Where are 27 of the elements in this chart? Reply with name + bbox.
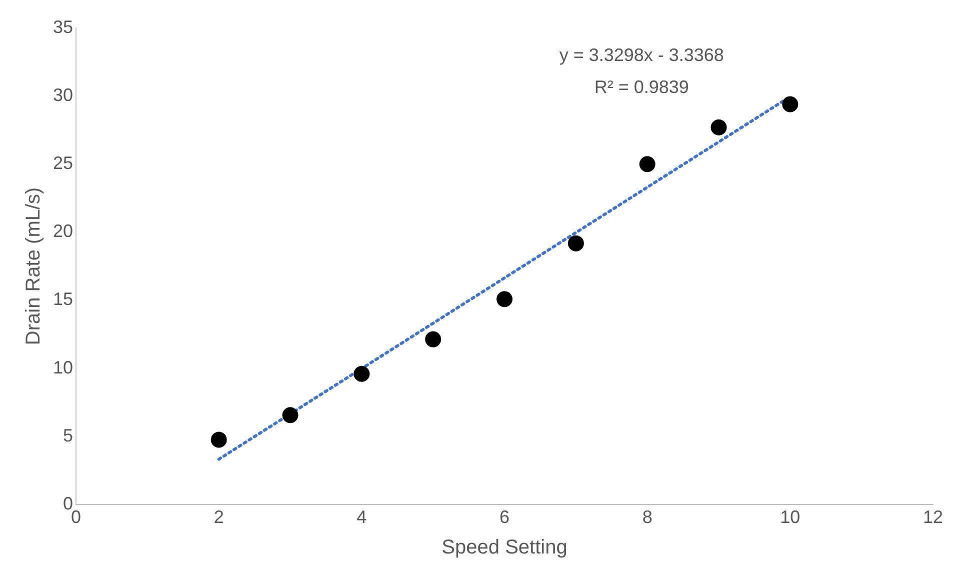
x-axis-title: Speed Setting	[442, 536, 568, 559]
point	[425, 331, 442, 348]
x-tick-label: 8	[642, 507, 652, 528]
annotation: R² = 0.9839	[594, 76, 689, 97]
y-tick-label: 10	[52, 357, 74, 378]
y-tick-label: 5	[63, 425, 74, 446]
x-tick-label: 4	[356, 507, 367, 528]
x-tick-label: 12	[922, 507, 944, 528]
annotation: y = 3.3298x - 3.3368	[559, 44, 724, 65]
y-tick-label: 30	[52, 85, 74, 106]
point	[710, 119, 727, 136]
y-axis-title: Drain Rate (mL/s)	[22, 187, 45, 346]
y-tick-label: 35	[52, 16, 74, 37]
point	[210, 432, 227, 448]
point	[354, 366, 370, 382]
x-tick-label: 2	[214, 507, 224, 528]
y-tick-label: 20	[52, 221, 74, 242]
point	[639, 156, 656, 172]
point	[568, 235, 584, 252]
y-tick-label: 0	[63, 493, 74, 514]
y-tick-label: 15	[52, 289, 74, 310]
point	[282, 407, 298, 424]
point	[496, 291, 513, 308]
x-tick-label: 6	[500, 507, 510, 528]
y-tick-label: 25	[52, 153, 74, 174]
x-tick-label: 10	[780, 507, 800, 528]
point	[782, 96, 798, 112]
